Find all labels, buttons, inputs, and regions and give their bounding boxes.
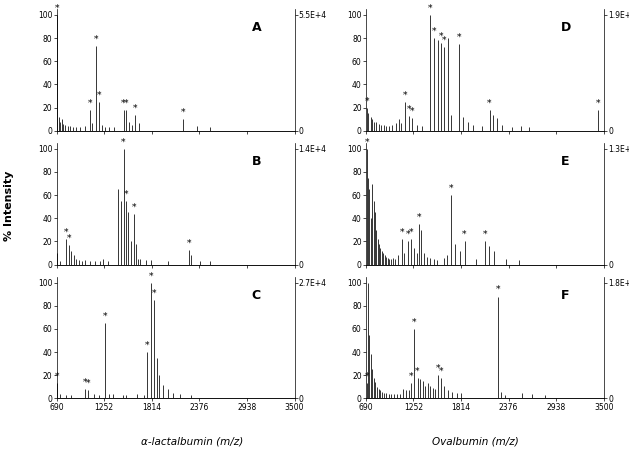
Text: *: * — [596, 98, 600, 108]
Text: *: * — [438, 366, 443, 375]
Text: *: * — [406, 104, 411, 114]
Text: *: * — [406, 230, 410, 239]
Text: *: * — [86, 379, 90, 388]
Text: *: * — [449, 184, 454, 193]
Text: E: E — [561, 155, 569, 168]
Text: *: * — [439, 32, 443, 40]
Text: *: * — [483, 230, 487, 239]
Text: *: * — [415, 366, 420, 375]
Text: *: * — [64, 228, 68, 237]
Text: *: * — [487, 98, 492, 108]
Text: *: * — [181, 108, 185, 117]
Text: *: * — [410, 107, 415, 116]
Text: % Intensity: % Intensity — [4, 171, 14, 241]
Text: *: * — [409, 372, 413, 381]
Text: *: * — [121, 98, 126, 108]
Text: C: C — [252, 289, 261, 302]
Text: *: * — [145, 341, 150, 350]
Text: *: * — [403, 91, 407, 99]
Text: *: * — [148, 271, 153, 280]
Text: A: A — [252, 22, 261, 34]
Text: *: * — [399, 228, 404, 237]
Text: *: * — [186, 238, 191, 247]
Text: *: * — [133, 103, 138, 112]
Text: *: * — [365, 372, 369, 381]
Text: *: * — [462, 230, 467, 239]
Text: *: * — [428, 4, 433, 13]
Text: Ovalbumin (m/z): Ovalbumin (m/z) — [431, 436, 518, 447]
Text: *: * — [97, 91, 102, 99]
Text: *: * — [131, 202, 136, 211]
Text: α-lactalbumin (m/z): α-lactalbumin (m/z) — [141, 436, 243, 447]
Text: *: * — [152, 289, 156, 298]
Text: *: * — [83, 378, 87, 387]
Text: *: * — [94, 35, 99, 44]
Text: *: * — [496, 285, 500, 294]
Text: *: * — [55, 372, 60, 381]
Text: *: * — [87, 98, 92, 108]
Text: *: * — [416, 213, 421, 222]
Text: B: B — [252, 155, 261, 168]
Text: *: * — [67, 234, 71, 243]
Text: *: * — [412, 318, 416, 327]
Text: *: * — [124, 190, 128, 199]
Text: *: * — [409, 228, 413, 237]
Text: *: * — [436, 364, 440, 373]
Text: *: * — [124, 98, 128, 108]
Text: *: * — [121, 137, 126, 147]
Text: *: * — [55, 4, 60, 13]
Text: *: * — [442, 36, 447, 45]
Text: *: * — [457, 33, 461, 42]
Text: D: D — [561, 22, 571, 34]
Text: *: * — [365, 96, 369, 105]
Text: *: * — [365, 137, 369, 147]
Text: *: * — [431, 27, 436, 36]
Text: F: F — [561, 289, 569, 302]
Text: *: * — [103, 312, 107, 321]
